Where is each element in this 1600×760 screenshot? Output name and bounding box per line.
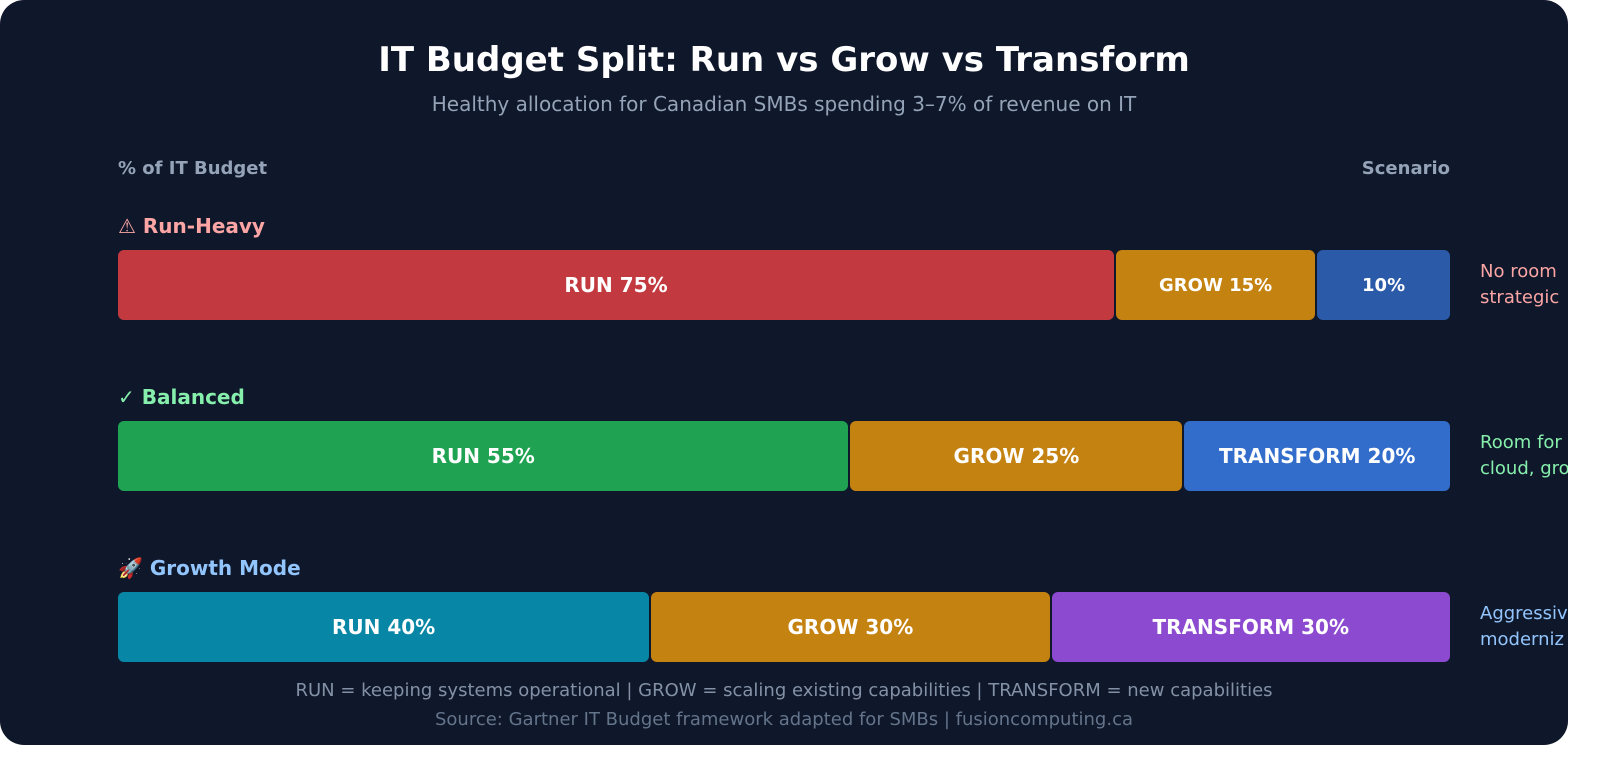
stacked-bar: RUN 55% GROW 25% TRANSFORM 20% xyxy=(118,421,1450,491)
bar-segment-run: RUN 40% xyxy=(118,592,650,662)
scenario-icon: ⚠ xyxy=(118,214,136,238)
note-line: No room xyxy=(1480,261,1557,282)
y-axis-label: Scenario xyxy=(1361,158,1450,179)
legend-text: RUN = keeping systems operational | GROW… xyxy=(295,680,1273,701)
scenario-note: Aggressiv moderniz xyxy=(1480,601,1568,653)
scenario-label: ⚠ Run-Heavy xyxy=(118,214,265,238)
note-line: Aggressiv xyxy=(1480,603,1568,624)
bar-segment-run: RUN 55% xyxy=(118,421,849,491)
bar-segment-transform: 10% xyxy=(1317,250,1450,320)
note-line: cloud, gro xyxy=(1480,458,1568,479)
scenario-name: Growth Mode xyxy=(149,556,301,580)
bar-segment-run: RUN 75% xyxy=(118,250,1114,320)
chart-title: IT Budget Split: Run vs Grow vs Transfor… xyxy=(378,40,1190,80)
scenario-label: 🚀 Growth Mode xyxy=(118,556,301,580)
stacked-bar: RUN 75% GROW 15% 10% xyxy=(118,250,1450,320)
bar-segment-grow: GROW 25% xyxy=(850,421,1183,491)
scenario-name: Run-Heavy xyxy=(142,214,265,238)
bar-segment-grow: GROW 30% xyxy=(651,592,1050,662)
bar-segment-transform: TRANSFORM 30% xyxy=(1051,592,1450,662)
source-text: Source: Gartner IT Budget framework adap… xyxy=(434,709,1133,730)
note-line: strategic xyxy=(1480,287,1560,308)
scenario-icon: 🚀 xyxy=(118,556,143,580)
bar-segment-transform: TRANSFORM 20% xyxy=(1184,421,1450,491)
scenario-label: ✓ Balanced xyxy=(118,385,245,409)
chart-subtitle: Healthy allocation for Canadian SMBs spe… xyxy=(431,92,1137,116)
note-line: moderniz xyxy=(1480,629,1564,650)
scenario-note: Room for cloud, gro xyxy=(1480,430,1568,482)
x-axis-label: % of IT Budget xyxy=(118,158,268,179)
bar-segment-grow: GROW 15% xyxy=(1116,250,1316,320)
scenario-note: No room strategic xyxy=(1480,259,1559,311)
stacked-bar: RUN 40% GROW 30% TRANSFORM 30% xyxy=(118,592,1450,662)
chart-card: IT Budget Split: Run vs Grow vs Transfor… xyxy=(0,0,1568,745)
note-line: Room for xyxy=(1480,432,1562,453)
scenario-icon: ✓ xyxy=(118,385,135,409)
scenario-name: Balanced xyxy=(141,385,245,409)
